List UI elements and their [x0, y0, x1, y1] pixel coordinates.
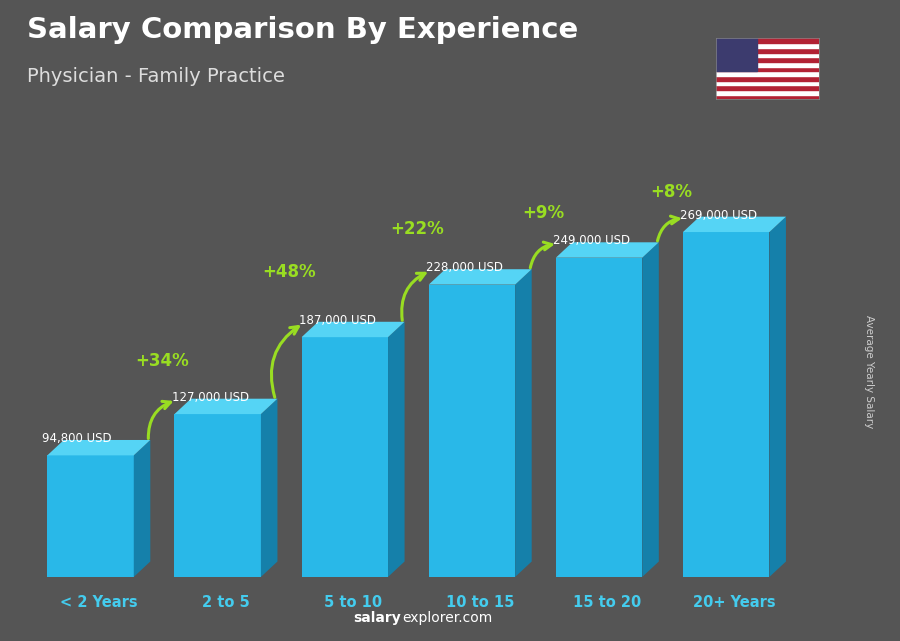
- Bar: [716, 38, 819, 43]
- Polygon shape: [388, 322, 405, 577]
- Text: 10 to 15: 10 to 15: [446, 595, 515, 610]
- Polygon shape: [428, 269, 532, 285]
- Text: explorer.com: explorer.com: [402, 611, 492, 625]
- Bar: [716, 71, 819, 76]
- Bar: [716, 57, 819, 62]
- Bar: [716, 67, 819, 71]
- Polygon shape: [175, 414, 261, 577]
- Text: 249,000 USD: 249,000 USD: [554, 235, 630, 247]
- Bar: [716, 85, 819, 90]
- Polygon shape: [643, 242, 659, 577]
- Text: +9%: +9%: [523, 204, 565, 222]
- Polygon shape: [48, 440, 150, 455]
- Text: 2 to 5: 2 to 5: [202, 595, 250, 610]
- Bar: [716, 76, 819, 81]
- Text: Average Yearly Salary: Average Yearly Salary: [863, 315, 874, 428]
- Polygon shape: [515, 269, 532, 577]
- Polygon shape: [683, 217, 786, 232]
- Text: Physician - Family Practice: Physician - Family Practice: [27, 67, 285, 87]
- Polygon shape: [175, 399, 277, 414]
- Text: 5 to 10: 5 to 10: [324, 595, 382, 610]
- Text: 269,000 USD: 269,000 USD: [680, 209, 758, 222]
- Polygon shape: [770, 217, 786, 577]
- Polygon shape: [556, 258, 643, 577]
- Text: 127,000 USD: 127,000 USD: [172, 391, 249, 404]
- Polygon shape: [302, 322, 405, 337]
- Bar: [716, 62, 819, 67]
- Text: salary: salary: [353, 611, 400, 625]
- Text: +8%: +8%: [650, 183, 692, 201]
- Text: 94,800 USD: 94,800 USD: [42, 432, 112, 445]
- Polygon shape: [302, 337, 388, 577]
- Bar: [716, 43, 819, 48]
- Bar: [716, 90, 819, 95]
- Bar: [716, 95, 819, 99]
- Polygon shape: [48, 455, 134, 577]
- Bar: [716, 38, 757, 71]
- Text: 20+ Years: 20+ Years: [693, 595, 776, 610]
- Polygon shape: [556, 242, 659, 258]
- Polygon shape: [428, 285, 515, 577]
- Text: 228,000 USD: 228,000 USD: [427, 262, 503, 274]
- Text: 187,000 USD: 187,000 USD: [299, 314, 376, 327]
- Bar: [716, 53, 819, 57]
- Text: < 2 Years: < 2 Years: [60, 595, 138, 610]
- Bar: [716, 48, 819, 53]
- Text: +34%: +34%: [136, 353, 189, 370]
- Bar: [716, 81, 819, 85]
- Text: +22%: +22%: [390, 221, 444, 238]
- Polygon shape: [683, 232, 770, 577]
- Text: 15 to 20: 15 to 20: [573, 595, 642, 610]
- Text: Salary Comparison By Experience: Salary Comparison By Experience: [27, 16, 578, 44]
- Text: +48%: +48%: [263, 263, 316, 281]
- Polygon shape: [261, 399, 277, 577]
- Polygon shape: [134, 440, 150, 577]
